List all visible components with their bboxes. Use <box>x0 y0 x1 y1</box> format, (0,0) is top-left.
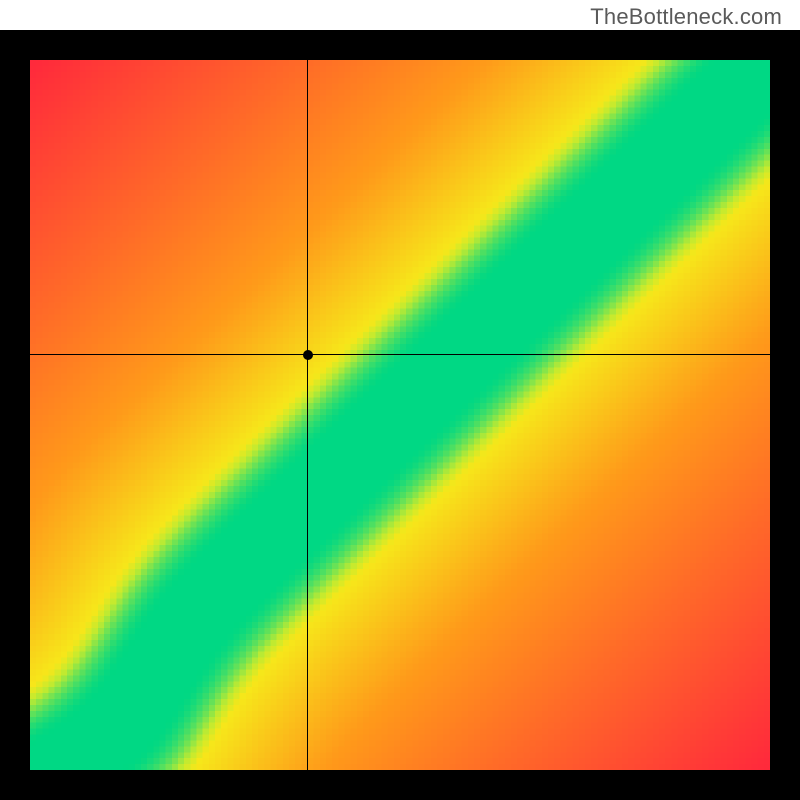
crosshair-horizontal <box>30 354 770 355</box>
crosshair-vertical <box>307 60 308 770</box>
watermark-text: TheBottleneck.com <box>590 4 782 30</box>
bottleneck-heatmap <box>30 60 770 770</box>
crosshair-marker <box>303 350 313 360</box>
